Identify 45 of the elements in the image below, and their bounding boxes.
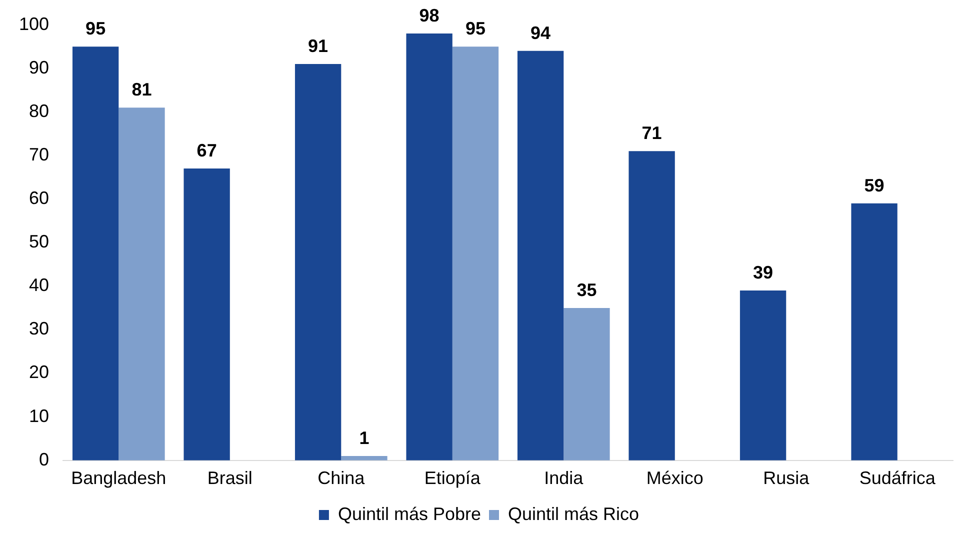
- x-tick-label: Rusia: [763, 468, 810, 488]
- data-label: 91: [308, 36, 328, 56]
- x-tick-label: India: [544, 468, 584, 488]
- y-tick-label: 90: [29, 57, 50, 78]
- bar: [740, 290, 786, 460]
- x-tick-label: Sudáfrica: [859, 468, 936, 488]
- data-label: 59: [864, 175, 884, 196]
- data-label: 35: [576, 280, 597, 300]
- bar: [851, 203, 898, 460]
- data-label: 1: [359, 428, 370, 448]
- legend-label: Quintil más Pobre: [338, 504, 482, 524]
- y-tick-label: 30: [29, 318, 50, 339]
- x-tick-label: Etiopía: [424, 468, 482, 488]
- data-label: 39: [753, 262, 774, 282]
- y-tick-label: 100: [18, 14, 50, 34]
- data-label: 98: [419, 5, 440, 26]
- bar: [628, 151, 675, 460]
- y-tick-label: 10: [29, 406, 50, 426]
- data-label: 95: [86, 18, 106, 39]
- y-tick-label: 80: [29, 100, 50, 121]
- y-tick-label: 50: [29, 232, 50, 252]
- data-label: 94: [530, 22, 551, 43]
- bar: [294, 64, 342, 460]
- data-label: 67: [196, 140, 217, 161]
- y-tick-label: 40: [29, 275, 50, 296]
- x-tick-label: México: [646, 468, 704, 488]
- bar: [517, 50, 564, 460]
- bar: [118, 108, 165, 460]
- x-tick-label: Bangladesh: [71, 468, 166, 488]
- data-label: 95: [465, 18, 486, 39]
- y-tick-label: 20: [29, 362, 50, 382]
- x-tick-label: Brasil: [207, 468, 252, 488]
- legend-label: Quintil más Rico: [508, 504, 640, 524]
- bar: [452, 46, 499, 460]
- bar: [184, 168, 230, 460]
- y-tick-label: 70: [29, 144, 50, 164]
- bar: [72, 46, 119, 460]
- bar: [564, 308, 610, 460]
- x-tick-label: China: [318, 468, 366, 488]
- data-label: 71: [642, 123, 662, 144]
- bar: [406, 34, 452, 460]
- y-tick-label: 60: [29, 188, 50, 208]
- data-label: 81: [132, 80, 152, 100]
- bar: [341, 456, 388, 460]
- y-tick-label: 0: [39, 449, 50, 470]
